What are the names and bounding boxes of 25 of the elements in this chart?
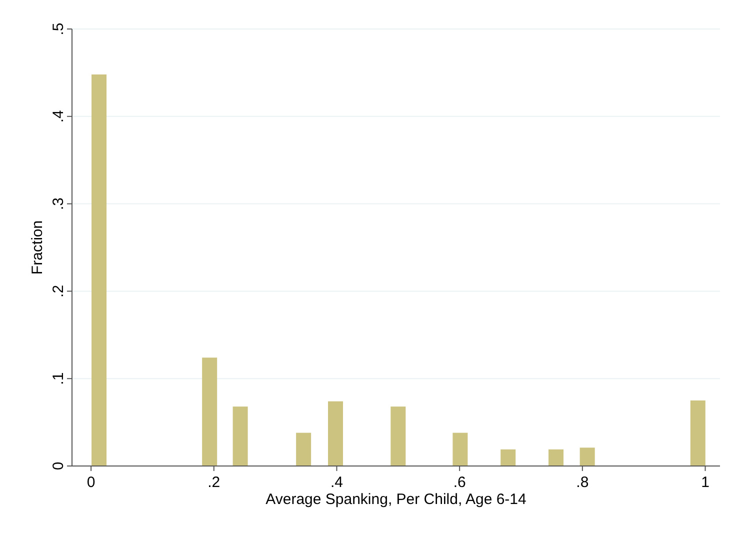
y-axis-title: Fraction — [29, 220, 46, 275]
x-tick-label: .4 — [330, 474, 343, 491]
y-tick-label: .3 — [50, 198, 67, 210]
y-tick-label: .1 — [50, 372, 67, 385]
x-axis-title: Average Spanking, Per Child, Age 6-14 — [266, 491, 526, 508]
bar — [390, 406, 406, 466]
y-tick-label: .5 — [50, 22, 67, 36]
bar — [690, 400, 706, 466]
bar — [202, 358, 218, 466]
bar — [452, 432, 468, 466]
x-tick-label: .6 — [453, 474, 466, 491]
x-tick-label: .8 — [576, 474, 589, 491]
x-tick-label: 1 — [701, 474, 710, 491]
bar — [328, 401, 343, 466]
y-tick-label: .4 — [50, 110, 67, 123]
x-tick-label: 0 — [86, 474, 96, 491]
y-tick-label: 0 — [50, 462, 67, 470]
y-tick-label: .2 — [50, 284, 67, 298]
bar — [296, 432, 312, 466]
bar — [500, 449, 516, 466]
bar — [580, 448, 595, 466]
bar — [92, 74, 107, 466]
bar — [232, 406, 248, 466]
x-tick-label: .2 — [208, 474, 220, 491]
bar — [548, 449, 564, 466]
